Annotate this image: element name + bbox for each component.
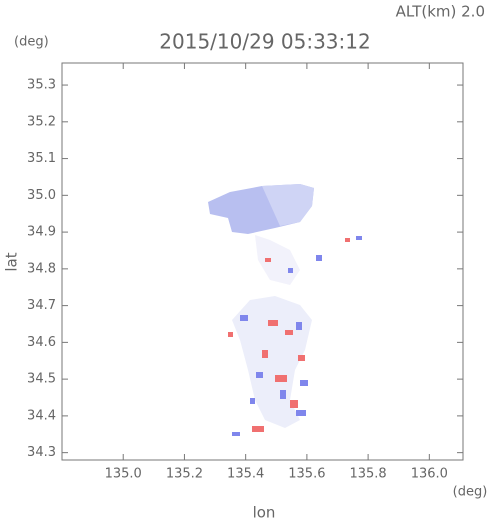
y-tick-label: 35.1 bbox=[27, 151, 56, 166]
x-tick-label: 135.8 bbox=[349, 467, 386, 482]
y-tick-label: 35.3 bbox=[27, 78, 56, 93]
x-tick-label: 135.4 bbox=[227, 467, 264, 482]
plot-frame bbox=[61, 62, 464, 461]
altitude-label: ALT(km) 2.0 bbox=[396, 3, 485, 21]
y-axis-label: lat bbox=[3, 252, 21, 271]
y-tick-label: 34.9 bbox=[27, 225, 56, 240]
y-tick-label: 34.5 bbox=[27, 372, 56, 387]
echo-area bbox=[255, 235, 300, 285]
echo-field bbox=[208, 184, 362, 436]
y-tick-label: 34.7 bbox=[27, 298, 56, 313]
x-tick-label: 136.0 bbox=[411, 467, 448, 482]
y-tick-label: 34.3 bbox=[27, 445, 56, 460]
echo-area bbox=[232, 296, 312, 428]
y-tick-label: 35.2 bbox=[27, 114, 56, 129]
chart-title: 2015/10/29 05:33:12 bbox=[159, 30, 370, 54]
x-tick-label: 135.6 bbox=[288, 467, 325, 482]
x-tick-label: 135.0 bbox=[105, 467, 142, 482]
y-tick-label: 34.6 bbox=[27, 335, 56, 350]
y-tick-label: 35.0 bbox=[27, 188, 56, 203]
y-unit: (deg) bbox=[14, 35, 49, 50]
echo-area bbox=[262, 184, 314, 226]
x-tick-label: 135.2 bbox=[166, 467, 203, 482]
y-tick-label: 34.8 bbox=[27, 261, 56, 276]
echo-cells-blue bbox=[232, 236, 362, 436]
echo-cells-red bbox=[228, 238, 350, 432]
x-axis-label: lon bbox=[253, 504, 276, 521]
x-unit: (deg) bbox=[453, 485, 488, 500]
y-tick-label: 34.4 bbox=[27, 408, 56, 423]
